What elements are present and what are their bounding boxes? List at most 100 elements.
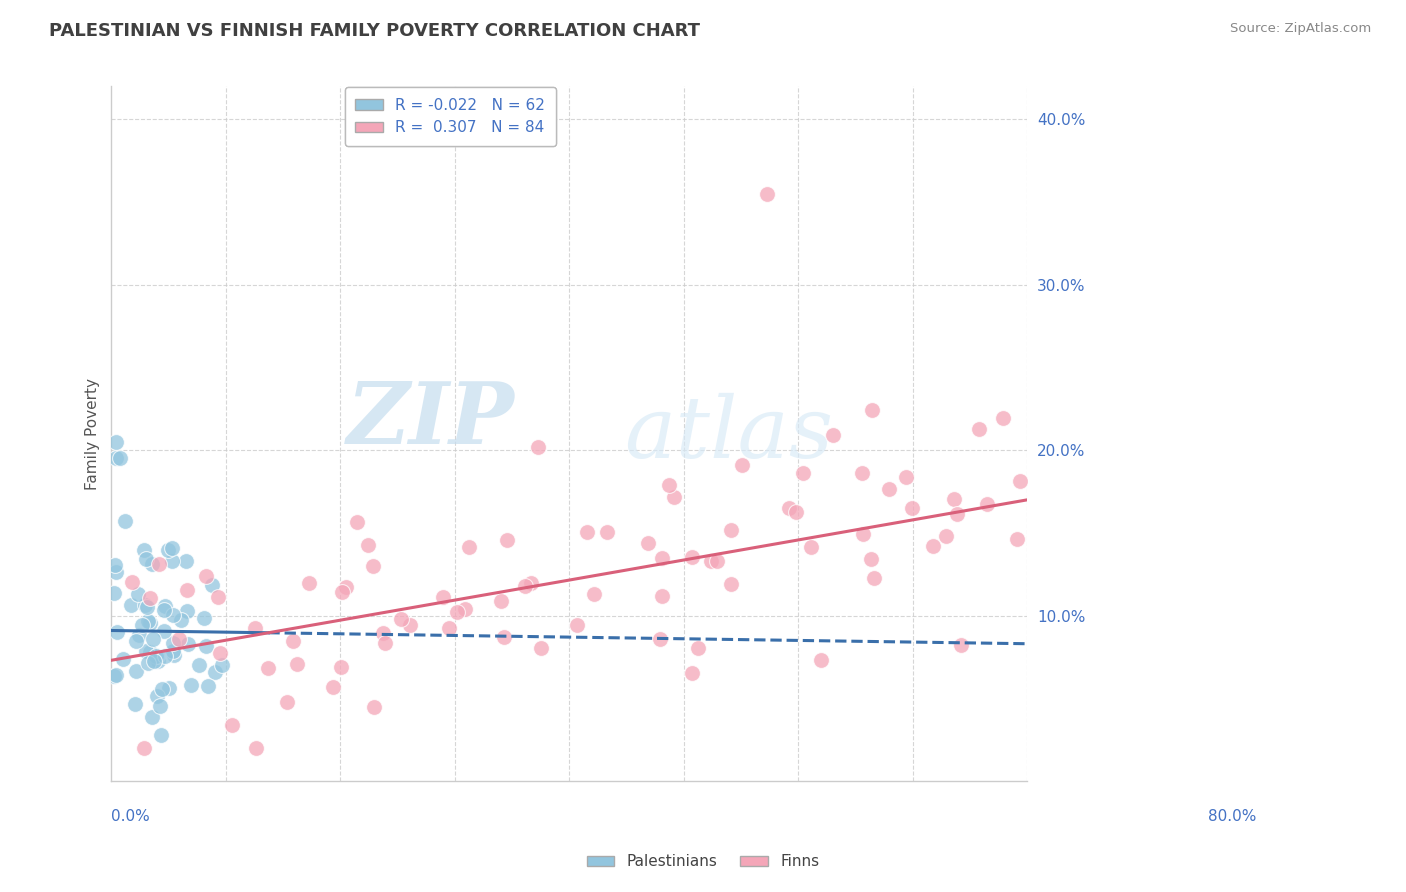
- Point: [146, 649, 169, 664]
- Point: [432, 590, 454, 604]
- Point: [648, 632, 671, 647]
- Point: [778, 500, 800, 515]
- Point: [361, 559, 384, 574]
- Point: [346, 516, 368, 530]
- Point: [149, 727, 172, 741]
- Point: [520, 575, 543, 590]
- Point: [124, 697, 146, 711]
- Point: [901, 501, 924, 516]
- Point: [146, 689, 169, 703]
- Point: [163, 648, 186, 663]
- Point: [792, 466, 814, 480]
- Point: [720, 523, 742, 537]
- Point: [446, 605, 468, 619]
- Point: [125, 634, 148, 648]
- Point: [281, 633, 304, 648]
- Point: [153, 624, 176, 638]
- Point: [135, 552, 157, 566]
- Point: [103, 558, 125, 572]
- Point: [457, 541, 479, 555]
- Point: [650, 589, 672, 603]
- Point: [852, 526, 875, 541]
- Point: [194, 569, 217, 583]
- Point: [143, 654, 166, 668]
- Point: [138, 645, 160, 659]
- Point: [993, 411, 1015, 425]
- Point: [688, 640, 710, 655]
- Point: [851, 466, 873, 480]
- Point: [454, 601, 477, 615]
- Point: [530, 641, 553, 656]
- Point: [194, 639, 217, 653]
- Point: [731, 458, 754, 473]
- Point: [256, 661, 278, 675]
- Point: [145, 649, 167, 664]
- Point: [141, 710, 163, 724]
- Point: [153, 603, 176, 617]
- Point: [946, 507, 969, 521]
- Point: [188, 658, 211, 673]
- Point: [575, 525, 598, 540]
- Point: [180, 678, 202, 692]
- Point: [141, 558, 163, 572]
- Point: [103, 586, 125, 600]
- Point: [114, 514, 136, 528]
- Point: [720, 577, 742, 591]
- Point: [148, 557, 170, 571]
- Legend: R = -0.022   N = 62, R =  0.307   N = 84: R = -0.022 N = 62, R = 0.307 N = 84: [344, 87, 555, 146]
- Point: [785, 505, 807, 519]
- Point: [153, 648, 176, 663]
- Point: [398, 618, 420, 632]
- Point: [489, 594, 512, 608]
- Point: [208, 646, 231, 660]
- Point: [658, 477, 681, 491]
- Point: [681, 666, 703, 681]
- Point: [896, 470, 918, 484]
- Point: [149, 698, 172, 713]
- Point: [330, 585, 353, 599]
- Point: [135, 644, 157, 658]
- Point: [374, 636, 396, 650]
- Point: [139, 591, 162, 605]
- Point: [860, 403, 883, 417]
- Point: [492, 630, 515, 644]
- Point: [104, 565, 127, 579]
- Point: [565, 618, 588, 632]
- Point: [810, 653, 832, 667]
- Point: [138, 656, 160, 670]
- Text: atlas: atlas: [624, 392, 834, 475]
- Point: [245, 740, 267, 755]
- Point: [221, 718, 243, 732]
- Point: [103, 669, 125, 683]
- Point: [104, 451, 127, 466]
- Point: [863, 571, 886, 585]
- Point: [595, 524, 617, 539]
- Point: [800, 540, 823, 554]
- Point: [285, 657, 308, 671]
- Point: [136, 614, 159, 628]
- Point: [330, 659, 353, 673]
- Point: [437, 621, 460, 635]
- Point: [105, 625, 128, 640]
- Point: [207, 590, 229, 604]
- Point: [1005, 532, 1028, 546]
- Point: [105, 667, 128, 681]
- Point: [513, 580, 536, 594]
- Point: [124, 664, 146, 678]
- Point: [128, 628, 150, 642]
- Point: [389, 612, 412, 626]
- Point: [197, 679, 219, 693]
- Point: [135, 599, 157, 614]
- Y-axis label: Family Poverty: Family Poverty: [86, 377, 100, 490]
- Point: [681, 550, 703, 565]
- Point: [526, 440, 548, 454]
- Point: [211, 657, 233, 672]
- Point: [582, 587, 605, 601]
- Point: [150, 682, 173, 697]
- Point: [371, 625, 394, 640]
- Point: [160, 541, 183, 555]
- Point: [921, 539, 943, 553]
- Point: [1010, 475, 1032, 489]
- Point: [335, 580, 357, 594]
- Point: [167, 632, 190, 646]
